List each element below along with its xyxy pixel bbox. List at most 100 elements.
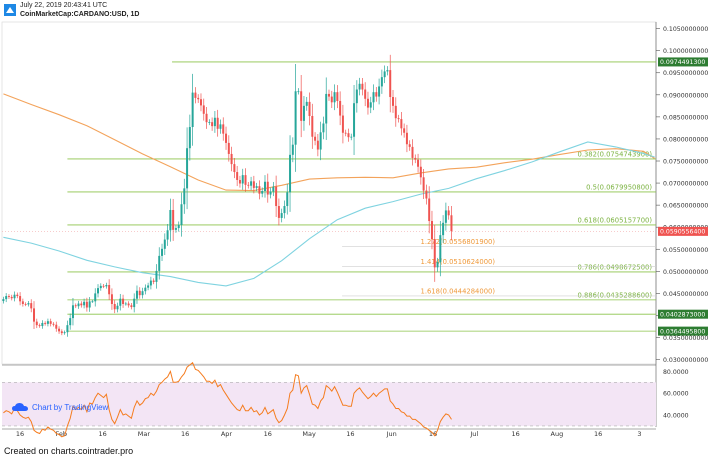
candle bbox=[149, 276, 152, 290]
candle-body bbox=[144, 287, 147, 292]
time-axis-label: 16 bbox=[181, 430, 189, 438]
candle bbox=[94, 288, 97, 307]
candle-body bbox=[38, 325, 41, 327]
candle bbox=[247, 181, 250, 189]
candle bbox=[380, 69, 383, 94]
price-tag-label: 0.0402873000 bbox=[660, 311, 705, 318]
candle bbox=[169, 198, 172, 242]
candle-body bbox=[2, 299, 5, 302]
fib-extension-label: 1.618(0.0444284000) bbox=[421, 287, 496, 295]
candle bbox=[152, 278, 155, 285]
candle bbox=[408, 140, 411, 151]
candle-body bbox=[135, 290, 138, 299]
candle bbox=[161, 243, 164, 262]
candle-body bbox=[439, 235, 442, 263]
candle-body bbox=[447, 210, 450, 216]
candle-body bbox=[347, 133, 350, 138]
candle bbox=[191, 73, 194, 146]
candle-body bbox=[102, 285, 105, 287]
candle-body bbox=[442, 222, 445, 236]
time-axis-label: 16 bbox=[511, 430, 519, 438]
time-axis-label: 16 bbox=[98, 430, 106, 438]
candle bbox=[419, 159, 422, 185]
candle bbox=[358, 77, 361, 96]
fib-extension-label: 1.414(0.0510624000) bbox=[421, 258, 496, 266]
candle-body bbox=[83, 301, 86, 306]
candle-body bbox=[44, 322, 47, 324]
candle bbox=[422, 168, 425, 199]
candle bbox=[250, 176, 253, 191]
candle-body bbox=[266, 181, 269, 195]
candle-body bbox=[419, 166, 422, 178]
candle-body bbox=[183, 188, 186, 205]
candle bbox=[316, 133, 319, 157]
candle bbox=[275, 175, 278, 218]
candle bbox=[375, 87, 378, 102]
price-axis-label: 0.0300000000 bbox=[663, 357, 708, 364]
candle bbox=[35, 318, 38, 329]
candle bbox=[46, 318, 49, 327]
candle bbox=[336, 85, 339, 109]
time-axis-label: May bbox=[302, 430, 316, 438]
price-tag-box bbox=[658, 309, 708, 319]
candle bbox=[49, 318, 52, 327]
candle-body bbox=[241, 175, 244, 184]
price-axis-label: 0.0700000000 bbox=[663, 181, 708, 188]
tradingview-badge[interactable]: Chart by TradingView bbox=[12, 402, 108, 412]
candle bbox=[113, 300, 116, 314]
candle bbox=[33, 301, 36, 329]
candle-body bbox=[294, 91, 297, 145]
candle-body bbox=[60, 331, 63, 334]
tradingview-cloud-icon bbox=[12, 403, 28, 411]
candle-body bbox=[30, 303, 33, 309]
price-axis-label: 0.0550000000 bbox=[663, 247, 708, 254]
candle bbox=[133, 293, 136, 313]
candle bbox=[183, 178, 186, 214]
time-axis-label: 16 bbox=[264, 430, 272, 438]
candle bbox=[2, 296, 5, 304]
time-axis-label: Mar bbox=[138, 430, 151, 438]
candle bbox=[71, 298, 74, 326]
candle-body bbox=[344, 132, 347, 134]
candle bbox=[99, 283, 102, 291]
candle-body bbox=[283, 206, 286, 214]
candle bbox=[277, 198, 280, 226]
candle-body bbox=[358, 83, 361, 90]
candle-body bbox=[325, 93, 328, 124]
candle-body bbox=[394, 105, 397, 119]
candle-body bbox=[219, 124, 222, 129]
time-axis-label: Apr bbox=[221, 430, 233, 438]
candle bbox=[30, 299, 33, 313]
candle-body bbox=[405, 132, 408, 145]
candle bbox=[425, 184, 428, 205]
time-axis-label: Feb bbox=[56, 430, 68, 438]
candle-body bbox=[286, 192, 289, 207]
candle bbox=[44, 321, 47, 326]
fib-level-label: 0.886(0.0435288600) bbox=[578, 291, 653, 299]
candle bbox=[403, 123, 406, 138]
candle bbox=[230, 146, 233, 172]
candle bbox=[241, 168, 244, 190]
candle bbox=[52, 322, 55, 327]
fib-extension-label: 1.272(0.0556801900) bbox=[421, 238, 496, 246]
candle-body bbox=[291, 144, 294, 155]
candle-body bbox=[5, 296, 8, 300]
candle bbox=[347, 128, 350, 142]
candle bbox=[283, 200, 286, 219]
candle bbox=[74, 303, 77, 309]
candle-body bbox=[227, 142, 230, 154]
candle bbox=[319, 121, 322, 161]
candle bbox=[263, 175, 266, 198]
candle bbox=[339, 91, 342, 126]
candle bbox=[311, 103, 314, 149]
candle-body bbox=[336, 92, 339, 101]
candle bbox=[386, 66, 389, 76]
candle-body bbox=[16, 294, 19, 297]
candle-body bbox=[155, 270, 158, 282]
candle bbox=[166, 224, 169, 246]
fib-level-label: 0.618(0.0605157700) bbox=[578, 216, 653, 224]
candle bbox=[155, 264, 158, 289]
candle bbox=[330, 90, 333, 109]
candle-body bbox=[94, 293, 97, 302]
